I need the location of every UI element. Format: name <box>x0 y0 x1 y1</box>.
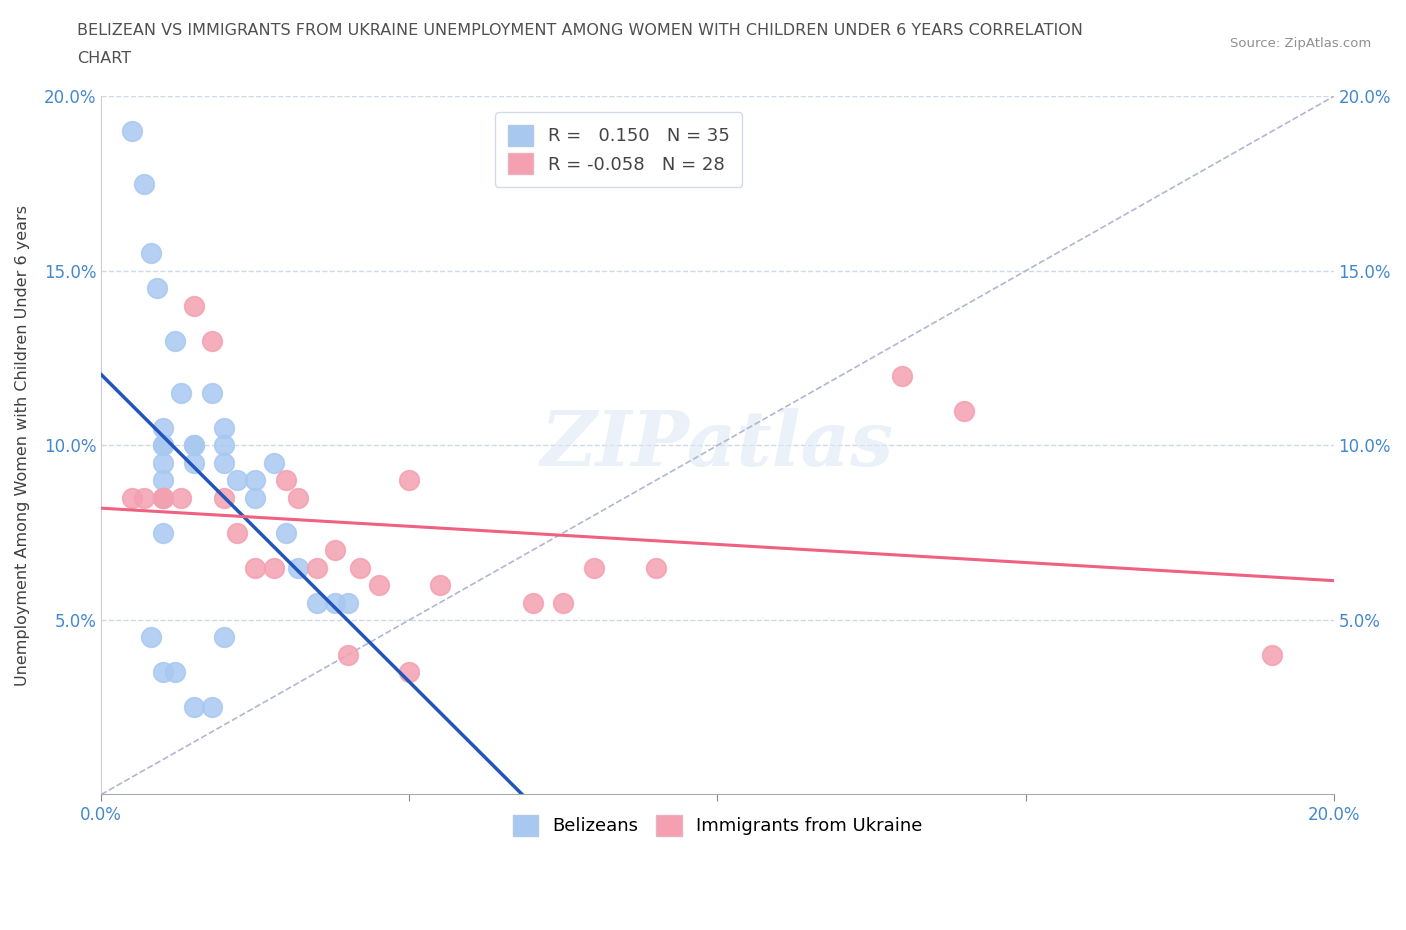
Point <box>152 456 174 471</box>
Point <box>152 472 174 487</box>
Point <box>152 665 174 680</box>
Point <box>139 630 162 644</box>
Point <box>1261 647 1284 662</box>
Point <box>325 595 347 610</box>
Point <box>152 490 174 505</box>
Point <box>152 490 174 505</box>
Point <box>522 595 544 610</box>
Point <box>305 560 328 575</box>
Text: BELIZEAN VS IMMIGRANTS FROM UKRAINE UNEMPLOYMENT AMONG WOMEN WITH CHILDREN UNDER: BELIZEAN VS IMMIGRANTS FROM UKRAINE UNEM… <box>77 23 1083 38</box>
Point <box>134 176 156 191</box>
Point <box>245 560 267 575</box>
Point <box>152 438 174 453</box>
Text: CHART: CHART <box>77 51 131 66</box>
Point <box>121 490 143 505</box>
Point <box>183 438 205 453</box>
Point <box>336 595 359 610</box>
Point <box>152 490 174 505</box>
Point <box>214 438 236 453</box>
Point <box>325 543 347 558</box>
Point <box>139 246 162 261</box>
Point <box>274 525 297 540</box>
Point <box>225 525 247 540</box>
Point <box>152 438 174 453</box>
Point <box>583 560 606 575</box>
Point <box>152 525 174 540</box>
Point <box>165 333 187 348</box>
Point <box>245 472 267 487</box>
Point <box>245 490 267 505</box>
Point <box>170 490 193 505</box>
Point <box>891 368 914 383</box>
Legend: Belizeans, Immigrants from Ukraine: Belizeans, Immigrants from Ukraine <box>501 803 935 848</box>
Point <box>429 578 451 592</box>
Text: ZIPatlas: ZIPatlas <box>541 408 894 483</box>
Point <box>214 456 236 471</box>
Point <box>201 386 224 401</box>
Point <box>287 490 309 505</box>
Text: Source: ZipAtlas.com: Source: ZipAtlas.com <box>1230 37 1371 50</box>
Point <box>349 560 371 575</box>
Point <box>183 438 205 453</box>
Point <box>263 560 285 575</box>
Point <box>553 595 575 610</box>
Point <box>214 630 236 644</box>
Point <box>121 124 143 139</box>
Point <box>152 420 174 435</box>
Point <box>305 595 328 610</box>
Point <box>134 490 156 505</box>
Point <box>214 490 236 505</box>
Point <box>263 456 285 471</box>
Point <box>225 472 247 487</box>
Point <box>214 420 236 435</box>
Point <box>145 281 167 296</box>
Point <box>398 472 420 487</box>
Point <box>170 386 193 401</box>
Point <box>398 665 420 680</box>
Point <box>165 665 187 680</box>
Point <box>367 578 389 592</box>
Point <box>644 560 666 575</box>
Point <box>183 299 205 313</box>
Point <box>336 647 359 662</box>
Y-axis label: Unemployment Among Women with Children Under 6 years: Unemployment Among Women with Children U… <box>15 205 30 686</box>
Point <box>201 333 224 348</box>
Point <box>183 456 205 471</box>
Point <box>183 699 205 714</box>
Point <box>287 560 309 575</box>
Point <box>953 403 976 418</box>
Point <box>274 472 297 487</box>
Point <box>201 699 224 714</box>
